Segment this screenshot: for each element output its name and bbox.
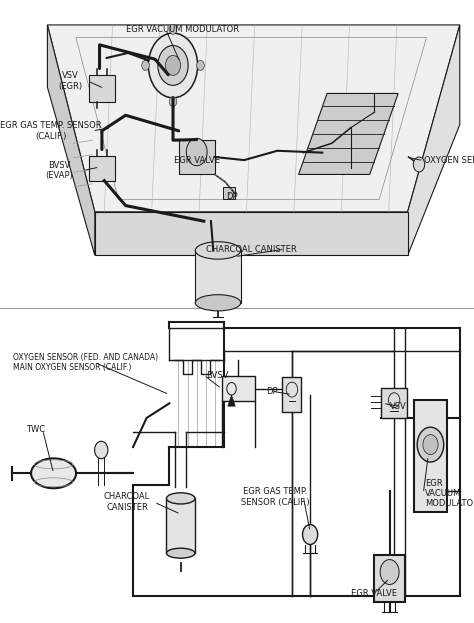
Bar [414,400,447,512]
Text: BVSV: BVSV [206,371,228,379]
Ellipse shape [195,295,241,311]
Polygon shape [299,93,398,174]
Circle shape [197,60,204,70]
Bar [223,187,235,199]
Text: VSV
(EGR): VSV (EGR) [58,71,82,91]
Circle shape [142,60,149,70]
Circle shape [423,435,438,455]
Ellipse shape [166,548,195,558]
Bar [381,388,407,418]
Bar [195,250,241,303]
Bar [89,156,115,181]
Polygon shape [47,25,95,255]
Bar [89,75,115,102]
Text: EGR
VACUUM
MODULATOR: EGR VACUUM MODULATOR [425,478,474,508]
Text: CHARCOAL CANISTER: CHARCOAL CANISTER [206,245,297,254]
Circle shape [158,45,188,85]
Ellipse shape [195,242,241,259]
Text: OXYGEN SENSOR (FED. AND CANADA)
MAIN OXYGEN SENSOR (CALIF.): OXYGEN SENSOR (FED. AND CANADA) MAIN OXY… [13,353,158,373]
Circle shape [417,427,444,462]
Text: VSV: VSV [390,402,407,411]
Text: DP: DP [227,193,238,201]
Ellipse shape [31,459,76,488]
Text: DP: DP [266,387,278,396]
Polygon shape [228,395,235,406]
Bar [179,140,215,174]
Polygon shape [47,25,460,212]
Circle shape [169,97,177,107]
Text: CHARCOAL
CANISTER: CHARCOAL CANISTER [104,492,150,512]
Circle shape [186,138,207,166]
Bar [283,378,301,412]
Text: EGR GAS TEMP. SENSOR
(CALIF.): EGR GAS TEMP. SENSOR (CALIF.) [0,121,102,141]
Circle shape [413,157,425,172]
Text: OXYGEN SENSOR: OXYGEN SENSOR [424,156,474,165]
Text: EGR VALVE: EGR VALVE [351,589,398,597]
Bar [221,376,255,401]
Circle shape [165,55,181,75]
Text: EGR VACUUM MODULATOR: EGR VACUUM MODULATOR [126,26,239,34]
Text: EGR GAS TEMP.
SENSOR (CALIF.): EGR GAS TEMP. SENSOR (CALIF.) [241,487,309,507]
Text: BVSV
(EVAP): BVSV (EVAP) [46,161,73,181]
Text: TWC: TWC [26,426,45,434]
Circle shape [148,33,198,98]
Polygon shape [408,25,460,255]
Bar [374,555,405,602]
Circle shape [95,441,108,459]
Text: EGR VALVE: EGR VALVE [173,156,220,165]
Ellipse shape [166,493,195,504]
Circle shape [302,525,318,545]
Circle shape [169,24,177,34]
Circle shape [380,559,399,584]
Polygon shape [95,212,408,255]
Bar [166,498,195,553]
